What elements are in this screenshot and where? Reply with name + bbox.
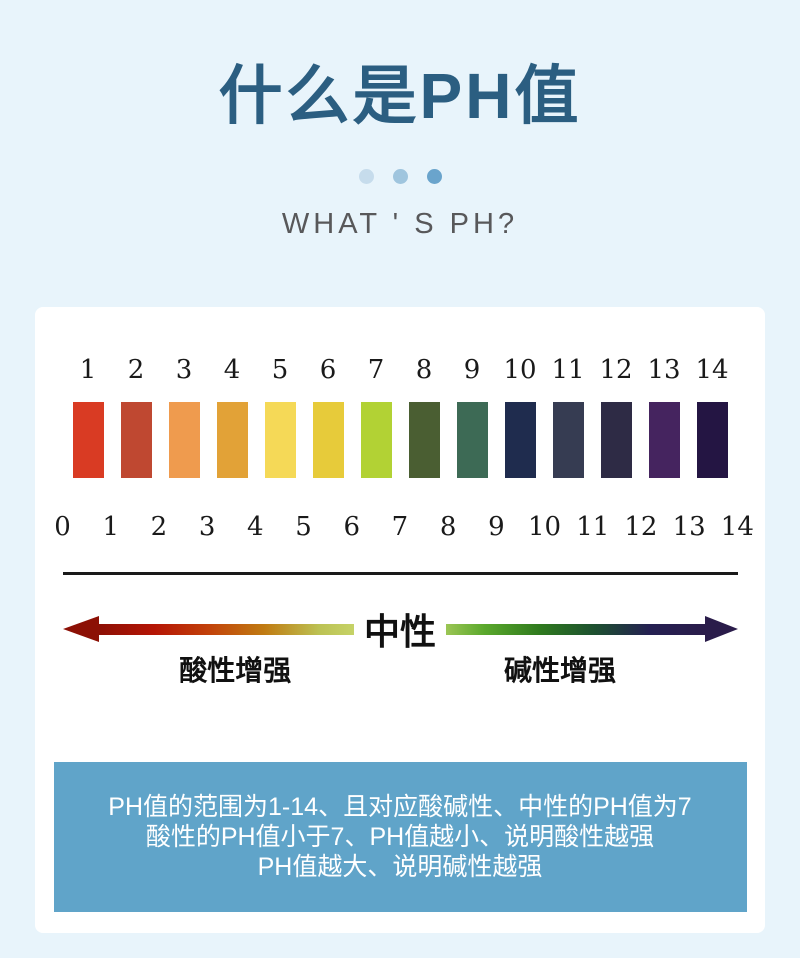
ph-swatch-number: 3 — [175, 355, 193, 385]
ph-swatch: 4 — [216, 355, 248, 478]
ph-swatch-color — [552, 402, 584, 478]
dot-icon — [392, 168, 408, 184]
axis-captions: 酸性增强 碱性增强 — [63, 656, 738, 686]
ph-swatch-color — [504, 402, 536, 478]
ph-swatch-color — [456, 402, 488, 478]
ph-swatch-number: 1 — [79, 355, 97, 385]
ph-swatch-number: 14 — [695, 355, 729, 385]
info-box: PH值的范围为1-14、且对应酸碱性、中性的PH值为7 酸性的PH值小于7、PH… — [53, 762, 747, 912]
ph-swatch-number: 4 — [223, 355, 241, 385]
info-line: 酸性的PH值小于7、PH值越小、说明酸性越强 — [145, 823, 655, 851]
ph-swatch-number: 12 — [599, 355, 633, 385]
ph-swatch-number: 2 — [127, 355, 145, 385]
ph-swatch: 13 — [647, 355, 681, 478]
ph-swatch-color — [360, 402, 392, 478]
ph-swatch: 8 — [408, 355, 440, 478]
page-title: 什么是PH值 — [218, 60, 582, 132]
ph-swatch-color — [72, 402, 104, 478]
ph-swatch-number: 11 — [551, 355, 585, 385]
ph-swatch-number: 8 — [415, 355, 433, 385]
ph-swatch-color — [648, 402, 680, 478]
acid-base-gradient-axis: 中性 — [62, 603, 738, 655]
decorative-dots — [0, 168, 800, 184]
acid-direction-label: 酸性增强 — [179, 655, 292, 686]
ph-swatch: 5 — [264, 355, 296, 478]
arrow-right-icon — [704, 616, 738, 642]
ph-swatch-color — [696, 402, 728, 478]
ph-ruler: 0 1 2 3 4 — [54, 512, 754, 575]
dot-icon — [426, 168, 442, 184]
ph-swatch-color — [408, 402, 440, 478]
ruler-labels: 0 1 2 3 4 — [54, 512, 754, 542]
ph-swatch-color — [120, 402, 152, 478]
content-panel: 1 2 3 4 5 — [35, 307, 765, 933]
ph-swatch: 3 — [168, 355, 200, 478]
ph-swatch-color — [312, 402, 344, 478]
ph-color-scale: 1 2 3 4 5 — [72, 307, 729, 478]
ph-swatch-number: 9 — [463, 355, 481, 385]
ph-swatch-color — [600, 402, 632, 478]
ph-swatch-number: 5 — [271, 355, 289, 385]
info-line: PH值越大、说明碱性越强 — [257, 853, 543, 881]
ph-swatch: 2 — [120, 355, 152, 478]
header: 什么是PH值 WHAT ' S PH? — [0, 0, 800, 240]
ph-swatch-number: 6 — [319, 355, 337, 385]
ph-swatch: 14 — [695, 355, 729, 478]
ph-swatch: 1 — [72, 355, 104, 478]
ph-swatch-color — [168, 402, 200, 478]
ph-swatch: 11 — [551, 355, 585, 478]
ph-swatch-color — [216, 402, 248, 478]
ph-swatch: 10 — [503, 355, 537, 478]
ruler-ticks — [62, 561, 738, 575]
base-direction-label: 碱性增强 — [503, 655, 616, 686]
arrow-left-icon — [62, 616, 99, 642]
ph-swatch-number: 10 — [503, 355, 537, 385]
ph-swatch: 7 — [360, 355, 392, 478]
ph-swatch: 12 — [599, 355, 633, 478]
ph-swatch: 9 — [456, 355, 488, 478]
ph-swatch: 6 — [312, 355, 344, 478]
info-line: PH值的范围为1-14、且对应酸碱性、中性的PH值为7 — [108, 793, 692, 821]
dot-icon — [358, 168, 374, 184]
ph-swatch-number: 13 — [647, 355, 681, 385]
ph-swatch-number: 7 — [367, 355, 385, 385]
neutral-label: 中性 — [353, 603, 447, 655]
ph-swatch-color — [264, 402, 296, 478]
page-subtitle: WHAT ' S PH? — [281, 208, 519, 240]
